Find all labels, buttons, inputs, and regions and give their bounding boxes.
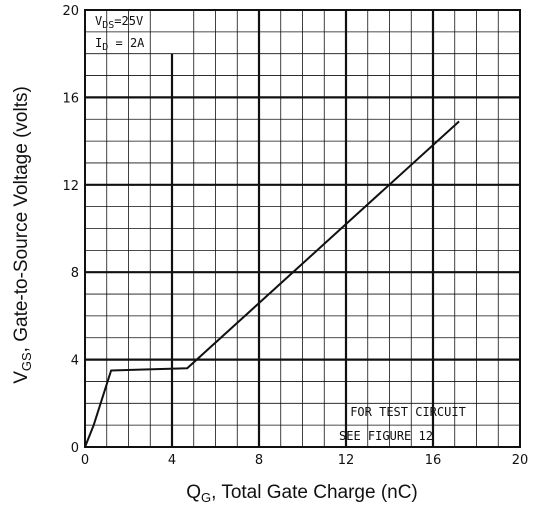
x-tick-label: 4: [168, 453, 176, 468]
condition-vds: VDS=25V: [95, 14, 143, 31]
y-tick-label: 20: [62, 4, 79, 19]
grid: [85, 10, 520, 447]
condition-id: ID = 2A: [95, 36, 145, 53]
note-line-1: FOR TEST CIRCUIT: [350, 405, 466, 419]
y-tick-label: 16: [62, 91, 79, 106]
x-tick-label: 12: [338, 453, 355, 468]
series-line: [84, 120, 460, 448]
x-tick-label: 20: [512, 453, 529, 468]
y-tick-label: 12: [62, 179, 79, 194]
plot-frame: [84, 9, 521, 448]
x-tick-label: 8: [255, 453, 263, 468]
x-axis-title: QG, Total Gate Charge (nC): [186, 482, 418, 505]
y-tick-label: 4: [71, 354, 79, 369]
y-axis-title: VGS, Gate-to-Source Voltage (volts): [11, 86, 34, 384]
x-tick-label: 0: [81, 453, 89, 468]
note-line-2: SEE FIGURE 12: [339, 429, 433, 443]
y-tick-label: 0: [71, 441, 79, 456]
x-tick-label: 16: [425, 453, 442, 468]
tick-labels: 0 4 8 12 16 20 0 4 8 12 16 20: [62, 4, 528, 468]
y-tick-label: 8: [71, 266, 79, 281]
